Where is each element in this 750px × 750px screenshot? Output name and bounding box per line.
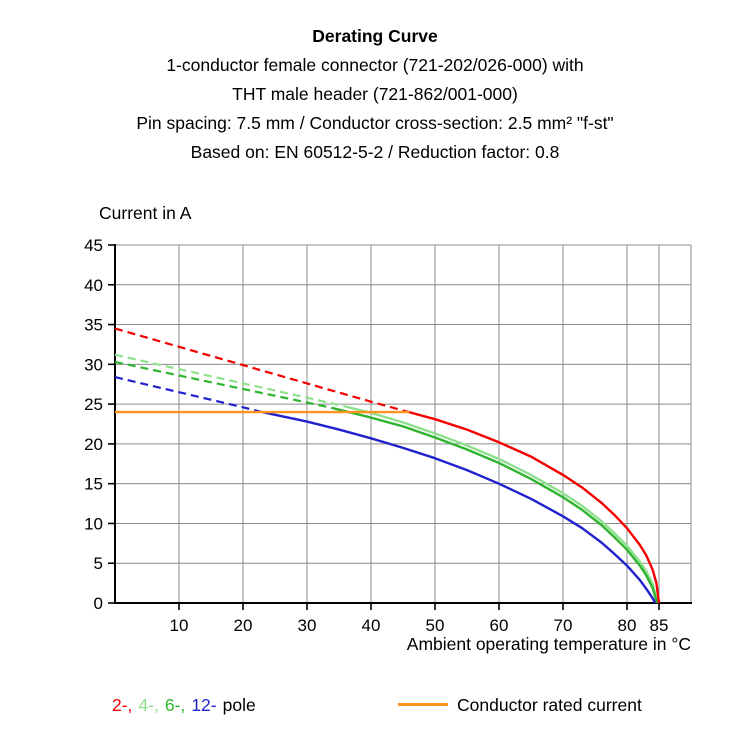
subtitle-line-1: 1-conductor female connector (721-202/02… [166,55,584,75]
rated-current-label: Conductor rated current [457,695,642,715]
tick-labels: 10 20 30 40 50 60 70 80 85 0 5 10 15 20 25 30 35 40 45 [84,236,668,635]
series-6-pole [114,360,659,604]
rated-current-line-swatch [398,702,448,706]
x-tick-label: 30 [298,616,317,635]
y-tick-label: 30 [84,355,103,374]
x-tick-label: 60 [490,616,509,635]
title-block: Derating Curve 1-conductor female connec… [0,22,750,167]
legend-pole-2: 2-, [112,695,133,715]
chart-title: Derating Curve [312,26,438,46]
axes [114,244,692,604]
y-tick-label: 40 [84,276,103,295]
y-tick-label: 25 [84,395,103,414]
y-axis-title: Current in A [99,203,192,223]
x-tick-label: 70 [554,616,573,635]
y-tick-label: 5 [94,554,103,573]
y-tick-label: 45 [84,236,103,255]
subtitle-line-2: THT male header (721-862/001-000) [232,84,518,104]
subtitle-line-3: Pin spacing: 7.5 mm / Conductor cross-se… [136,113,614,133]
legend-pole-counts: 2-, 4-, 6-, 12- pole [112,695,262,716]
y-tick-label: 20 [84,435,103,454]
legend-pole-6: 6-, [164,695,186,715]
x-tick-label: 50 [426,616,445,635]
y-tick-label: 10 [84,514,103,533]
legend-pole-4: 4-, [138,695,159,715]
x-axis-title: Ambient operating temperature in °C [406,634,691,654]
legend-pole-suffix: pole [222,695,256,715]
tick-marks [108,244,660,610]
series-2-pole [114,327,661,604]
y-tick-label: 35 [84,316,103,335]
series-4-pole [114,353,659,604]
x-tick-label: 80 [618,616,637,635]
y-tick-label: 15 [84,475,103,494]
x-tick-label: 85 [650,616,669,635]
legend-pole-12: 12- [191,695,217,715]
subtitle-line-4: Based on: EN 60512-5-2 / Reduction facto… [190,142,560,162]
x-tick-label: 40 [362,616,381,635]
series-12-pole [114,376,657,604]
x-tick-label: 20 [234,616,253,635]
gridlines [115,244,692,603]
x-tick-label: 10 [170,616,189,635]
y-tick-label: 0 [94,594,103,613]
legend-rated-current: Conductor rated current [398,695,642,716]
